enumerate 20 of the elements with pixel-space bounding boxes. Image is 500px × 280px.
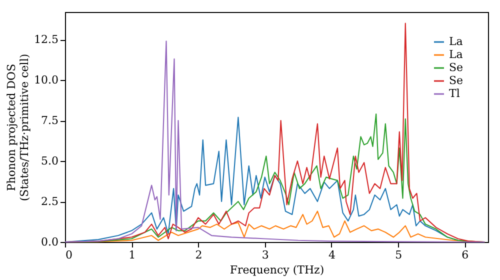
x-tick-label: 2 [195, 248, 202, 262]
y-tick-label: 5.0 [41, 154, 58, 168]
x-tick-label: 4 [328, 248, 336, 262]
x-tick-label: 3 [262, 248, 269, 262]
y-tick-label: 10.0 [34, 74, 58, 87]
legend-label: La [449, 48, 464, 61]
y-tick-label: 0.0 [41, 236, 58, 248]
x-tick-label: 5 [395, 248, 402, 262]
x-tick-label: 1 [128, 248, 136, 262]
y-tick-label: 7.5 [41, 114, 58, 128]
x-tick-label: 0 [66, 248, 72, 262]
x-axis-title: Frequency (THz) [230, 264, 324, 276]
x-tick-label: 6 [462, 248, 469, 262]
legend-label: La [449, 35, 464, 48]
y-axis-title: Phonon projected DOS (States/THz·primitive cell) [5, 54, 32, 202]
y-tick-label: 12.5 [34, 33, 58, 46]
y-tick-label: 2.5 [41, 195, 58, 208]
legend-label: Se [449, 74, 464, 87]
legend-label: Se [449, 61, 464, 74]
legend-label: Tl [449, 87, 460, 100]
